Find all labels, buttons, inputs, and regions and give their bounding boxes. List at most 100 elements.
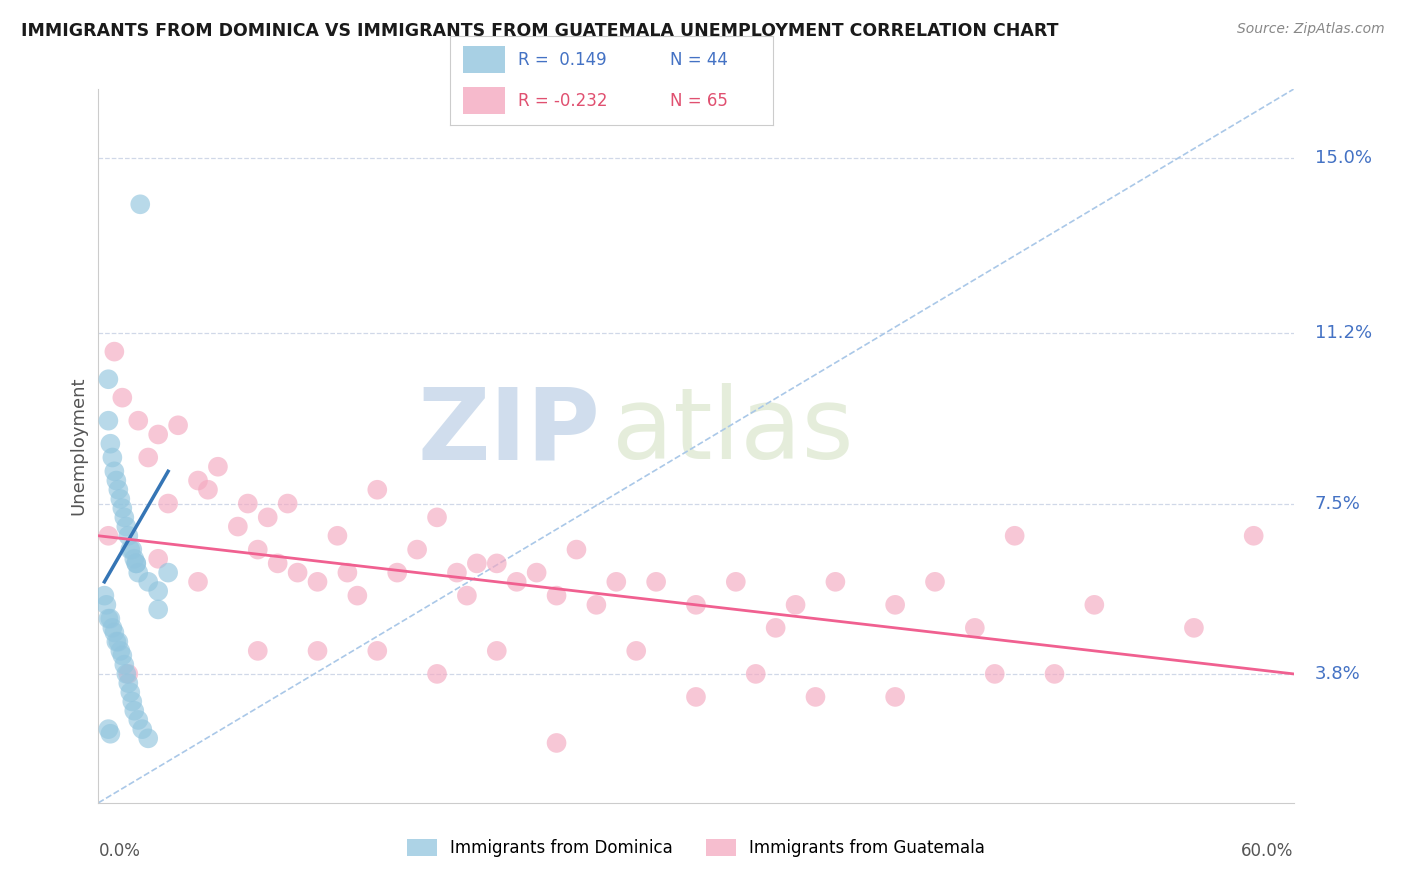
Point [605,574,627,589]
Point [884,598,907,612]
Point [148,427,170,442]
Point [526,566,548,580]
Point [167,418,190,433]
Point [336,566,359,580]
Y-axis label: Unemployment: Unemployment [69,376,87,516]
Point [565,542,588,557]
Point [307,644,329,658]
Point [136,574,159,589]
Point [127,414,149,428]
Point [129,197,152,211]
Point [963,621,986,635]
Point [924,574,946,589]
Point [117,676,139,690]
Point [645,574,668,589]
Point [103,344,125,359]
Point [187,474,209,488]
Text: 60.0%: 60.0% [1241,842,1294,860]
Point [101,621,124,635]
Point [127,566,149,580]
Point [157,497,180,511]
Point [105,634,128,648]
Point [1083,598,1105,612]
Point [546,736,568,750]
Point [111,648,134,663]
Point [267,557,290,571]
Point [785,598,807,612]
Point [107,634,129,648]
Point [685,598,707,612]
Point [385,566,409,580]
Text: 11.2%: 11.2% [1315,324,1372,343]
Point [585,598,607,612]
Point [96,598,118,612]
Point [97,372,120,386]
Point [546,589,568,603]
Text: IMMIGRANTS FROM DOMINICA VS IMMIGRANTS FROM GUATEMALA UNEMPLOYMENT CORRELATION C: IMMIGRANTS FROM DOMINICA VS IMMIGRANTS F… [21,22,1059,40]
Text: 7.5%: 7.5% [1315,494,1361,513]
Point [93,589,115,603]
Point [1004,529,1026,543]
Point [98,727,122,741]
Point [1243,529,1265,543]
Point [121,542,143,557]
Point [112,510,135,524]
Point [112,657,135,672]
Point [884,690,907,704]
Point [426,510,449,524]
Point [307,574,329,589]
Point [125,557,148,571]
Point [1043,666,1066,681]
Point [624,644,647,658]
Point [103,625,125,640]
Point [101,450,124,465]
Point [287,566,309,580]
Point [983,666,1005,681]
Point [366,644,388,658]
Point [110,644,132,658]
Point [105,474,128,488]
Point [131,722,153,736]
Point [103,464,125,478]
Point [111,501,134,516]
Point [117,666,139,681]
Point [111,391,134,405]
Text: 0.0%: 0.0% [98,842,141,860]
Bar [463,87,505,114]
Text: 15.0%: 15.0% [1315,149,1372,168]
Point [685,690,707,704]
Point [136,450,159,465]
Bar [463,46,505,73]
Point [97,722,120,736]
Point [197,483,219,497]
Point [115,519,138,533]
Point [148,602,170,616]
Point [207,459,229,474]
Point [824,574,846,589]
Point [485,557,508,571]
Text: 3.8%: 3.8% [1315,665,1361,683]
Point [366,483,388,497]
Point [724,574,747,589]
Point [97,529,120,543]
Text: R = -0.232: R = -0.232 [517,92,607,110]
Point [127,713,149,727]
Point [256,510,278,524]
Point [110,491,132,506]
Point [148,551,170,566]
Point [97,612,120,626]
Point [98,612,122,626]
Text: N = 65: N = 65 [669,92,728,110]
Point [97,414,120,428]
Point [117,529,139,543]
Text: R =  0.149: R = 0.149 [517,51,606,69]
Point [456,589,478,603]
Point [115,666,138,681]
Text: N = 44: N = 44 [669,51,728,69]
Point [120,685,142,699]
Point [426,666,449,681]
Point [157,566,180,580]
Point [148,584,170,599]
Point [346,589,368,603]
Point [446,566,468,580]
